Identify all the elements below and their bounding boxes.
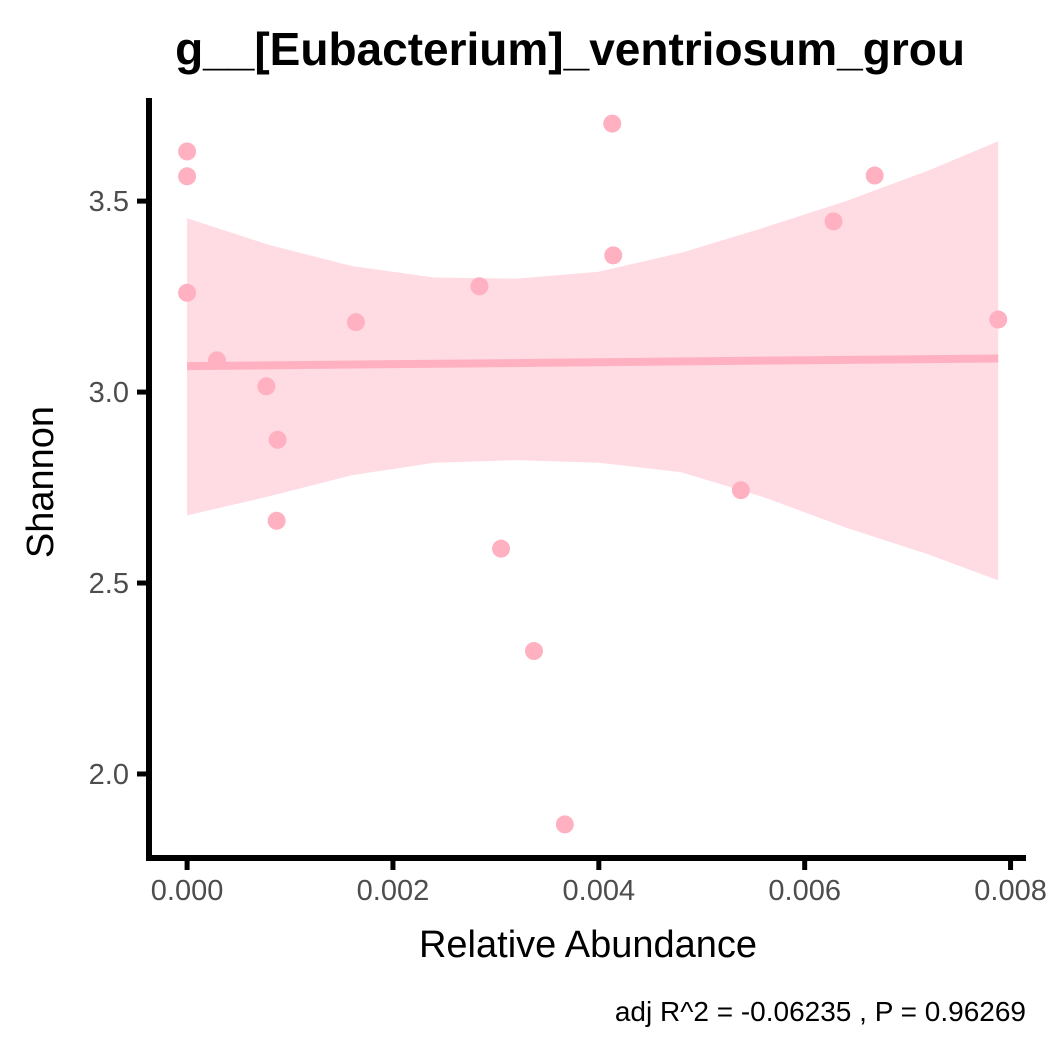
data-point xyxy=(604,246,623,265)
points-layer xyxy=(178,114,1008,834)
fit-line xyxy=(187,354,999,371)
x-tick-label: 0.008 xyxy=(974,875,1047,907)
chart-title: g__[Eubacterium]_ventriosum_grou xyxy=(175,23,965,75)
data-point xyxy=(492,539,511,558)
data-point xyxy=(603,114,622,133)
x-axis-title: Relative Abundance xyxy=(419,924,757,966)
fit-line-layer xyxy=(187,354,999,371)
data-point xyxy=(178,167,197,186)
data-point xyxy=(555,815,574,834)
data-point xyxy=(267,511,286,530)
data-point xyxy=(865,166,884,185)
x-tick-label: 0.006 xyxy=(768,875,841,907)
data-point xyxy=(524,642,543,661)
data-point xyxy=(268,430,287,449)
x-tick-label: 0.002 xyxy=(357,875,430,907)
data-point xyxy=(178,283,197,302)
y-axis-title: Shannon xyxy=(20,406,62,558)
x-tick-label: 0.000 xyxy=(151,875,224,907)
y-tick-label: 3.0 xyxy=(89,377,129,409)
data-point xyxy=(346,313,365,332)
fit-statistics-caption: adj R^2 = -0.06235 , P = 0.96269 xyxy=(615,996,1026,1027)
x-tick-label: 0.004 xyxy=(563,875,636,907)
axes-layer: 0.000 0.002 0.004 0.006 0.008 2.0 2.5 3.0 3.5 xyxy=(89,98,1047,907)
data-point xyxy=(178,142,197,161)
y-tick-label: 2.5 xyxy=(89,568,129,600)
data-point xyxy=(989,310,1008,329)
y-tick-label: 2.0 xyxy=(89,759,129,791)
y-tick-label: 3.5 xyxy=(89,186,129,218)
data-point xyxy=(824,212,843,231)
data-point xyxy=(257,377,276,396)
data-point xyxy=(470,277,489,296)
data-point xyxy=(731,481,750,500)
data-point xyxy=(207,351,226,370)
